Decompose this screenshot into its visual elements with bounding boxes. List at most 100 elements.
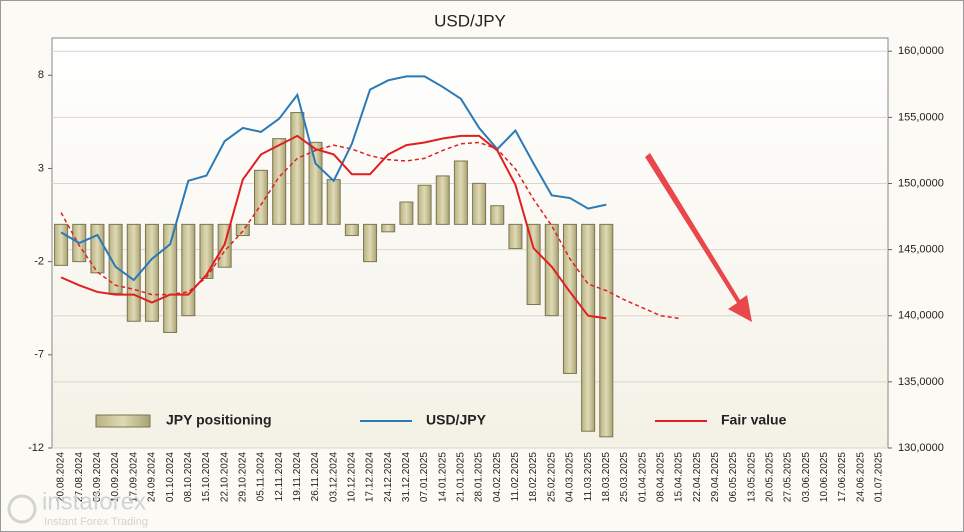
bar bbox=[381, 223, 396, 233]
bar bbox=[308, 141, 323, 225]
bar bbox=[254, 169, 268, 225]
x-tick-label: 03.12.2024 bbox=[328, 452, 339, 502]
x-tick-label: 18.03.2025 bbox=[601, 452, 612, 502]
x-tick-label: 04.02.2025 bbox=[492, 452, 503, 502]
x-tick-label: 27.08.2024 bbox=[74, 452, 85, 502]
y2-tick-label: 140,0000 bbox=[898, 310, 944, 322]
bar bbox=[90, 223, 105, 274]
x-tick-label: 17.06.2025 bbox=[837, 452, 848, 502]
x-tick-label: 17.09.2024 bbox=[128, 452, 139, 502]
y-tick-label: 3 bbox=[38, 162, 44, 174]
bar bbox=[363, 223, 378, 263]
line bbox=[60, 75, 607, 282]
chart-title: USD/JPY bbox=[434, 11, 506, 30]
x-tick-label: 28.01.2025 bbox=[474, 452, 485, 502]
x-tick-label: 03.09.2024 bbox=[92, 452, 103, 502]
x-tick-label: 11.02.2025 bbox=[510, 452, 521, 502]
x-tick-label: 26.11.2024 bbox=[310, 452, 321, 502]
y2-tick-label: 155,0000 bbox=[898, 111, 944, 123]
x-tick-label: 21.01.2025 bbox=[456, 452, 467, 502]
bar bbox=[399, 201, 414, 225]
x-tick-label: 01.07.2025 bbox=[874, 452, 885, 502]
bar bbox=[181, 223, 196, 317]
x-tick-label: 07.01.2025 bbox=[419, 452, 430, 502]
bar bbox=[581, 223, 596, 432]
bar bbox=[544, 223, 559, 317]
bar bbox=[163, 223, 178, 333]
legend-swatch bbox=[95, 414, 151, 428]
bar bbox=[290, 112, 305, 225]
x-tick-label: 03.06.2025 bbox=[801, 452, 812, 502]
y2-tick-label: 135,0000 bbox=[898, 376, 944, 388]
bar bbox=[526, 223, 541, 305]
x-tick-label: 06.05.2025 bbox=[728, 452, 739, 502]
x-tick-label: 11.03.2025 bbox=[583, 452, 594, 502]
bar bbox=[144, 223, 159, 322]
y-tick-label: -12 bbox=[28, 442, 44, 454]
bar bbox=[472, 182, 487, 225]
watermark: instaforex Instant Forex Trading bbox=[7, 488, 148, 528]
plot-area bbox=[51, 37, 889, 449]
x-tick-label: 10.06.2025 bbox=[819, 452, 830, 502]
x-tick-label: 04.03.2025 bbox=[565, 452, 576, 502]
bar bbox=[417, 184, 432, 225]
bar bbox=[126, 223, 141, 322]
bar bbox=[199, 223, 214, 279]
x-tick-label: 12.11.2024 bbox=[274, 452, 285, 502]
x-tick-label: 31.12.2024 bbox=[401, 452, 412, 502]
y2-tick-label: 150,0000 bbox=[898, 177, 944, 189]
y2-tick-label: 145,0000 bbox=[898, 244, 944, 256]
x-tick-label: 10.09.2024 bbox=[110, 452, 121, 502]
bar bbox=[435, 175, 450, 225]
y2-tick-label: 130,0000 bbox=[898, 442, 944, 454]
x-tick-label: 24.06.2025 bbox=[855, 452, 866, 502]
x-tick-label: 24.12.2024 bbox=[383, 452, 394, 502]
legend-label: Fair value bbox=[721, 412, 787, 428]
x-tick-label: 08.10.2024 bbox=[183, 452, 194, 502]
x-tick-label: 24.09.2024 bbox=[147, 452, 158, 502]
bar bbox=[54, 223, 69, 266]
x-tick-label: 22.04.2025 bbox=[692, 452, 703, 502]
bar bbox=[272, 138, 287, 225]
bar bbox=[344, 223, 359, 237]
x-tick-label: 13.05.2025 bbox=[746, 452, 757, 502]
y-tick-label: -2 bbox=[34, 256, 44, 268]
legend-label: USD/JPY bbox=[426, 412, 487, 428]
bar bbox=[508, 223, 523, 250]
legend-label: JPY positioning bbox=[166, 412, 272, 428]
x-tick-label: 22.10.2024 bbox=[219, 452, 230, 502]
x-tick-label: 20.05.2025 bbox=[765, 452, 776, 502]
x-tick-label: 01.10.2024 bbox=[165, 452, 176, 502]
x-tick-label: 01.04.2025 bbox=[637, 452, 648, 502]
x-tick-label: 29.04.2025 bbox=[710, 452, 721, 502]
x-tick-label: 20.08.2024 bbox=[56, 452, 67, 502]
watermark-logo bbox=[7, 494, 37, 524]
bar bbox=[490, 205, 505, 225]
y2-tick-label: 160,0000 bbox=[898, 45, 944, 57]
line bbox=[60, 134, 607, 320]
x-tick-label: 29.10.2024 bbox=[237, 452, 248, 502]
x-tick-label: 17.12.2024 bbox=[365, 452, 376, 502]
bar bbox=[326, 179, 341, 225]
x-tick-label: 15.04.2025 bbox=[674, 452, 685, 502]
dashed-line bbox=[60, 141, 680, 320]
bar bbox=[235, 223, 250, 237]
bar bbox=[599, 223, 614, 438]
x-tick-label: 14.01.2025 bbox=[437, 452, 448, 502]
x-tick-label: 05.11.2024 bbox=[256, 452, 267, 502]
x-tick-label: 18.02.2025 bbox=[528, 452, 539, 502]
x-tick-label: 25.03.2025 bbox=[619, 452, 630, 502]
x-tick-label: 25.02.2025 bbox=[546, 452, 557, 502]
trend-arrow bbox=[645, 153, 752, 322]
x-tick-label: 08.04.2025 bbox=[655, 452, 666, 502]
watermark-tagline: Instant Forex Trading bbox=[44, 516, 148, 528]
bar bbox=[453, 160, 468, 225]
y-tick-label: 8 bbox=[38, 69, 44, 81]
bar bbox=[108, 223, 123, 294]
x-tick-label: 15.10.2024 bbox=[201, 452, 212, 502]
x-tick-label: 19.11.2024 bbox=[292, 452, 303, 502]
watermark-brand: instaforex bbox=[42, 488, 146, 515]
y-tick-label: -7 bbox=[34, 349, 44, 361]
x-tick-label: 10.12.2024 bbox=[347, 452, 358, 502]
